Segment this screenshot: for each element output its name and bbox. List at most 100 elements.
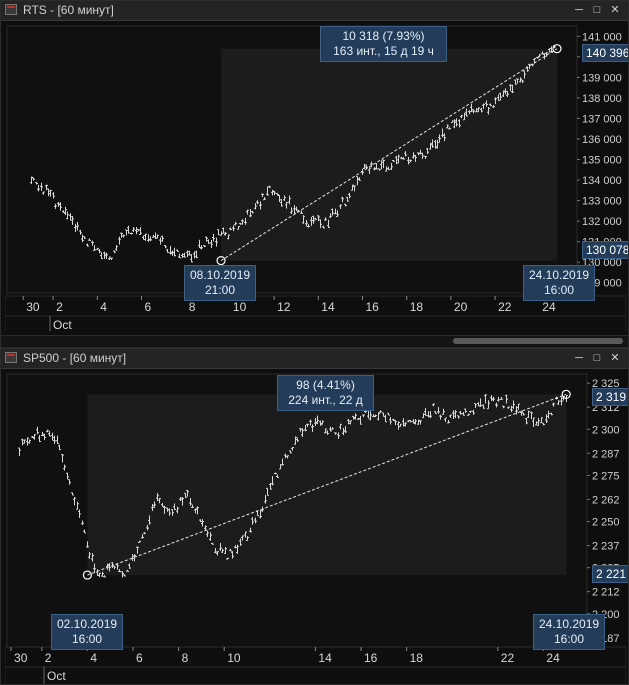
ohlc-bar <box>305 220 308 227</box>
measure-end-point <box>552 44 562 54</box>
ohlc-bar <box>482 103 485 109</box>
ohlc-bar <box>414 155 417 162</box>
x-tick-label: 6 <box>145 300 152 314</box>
ohlc-bar <box>254 203 257 210</box>
maximize-button[interactable]: □ <box>593 352 601 364</box>
ohlc-bar <box>434 139 437 149</box>
ohlc-bar <box>46 429 49 433</box>
ohlc-bar <box>384 414 387 423</box>
ohlc-bar <box>251 210 254 214</box>
ohlc-bar <box>362 414 365 418</box>
minimize-button[interactable]: ─ <box>575 4 583 16</box>
month-axis <box>5 666 626 684</box>
horizontal-scrollbar[interactable] <box>1 335 628 346</box>
ohlc-bar <box>545 414 548 423</box>
ohlc-bar <box>64 206 67 216</box>
ohlc-bar <box>404 422 407 427</box>
y-tick-label: 133 000 <box>582 196 622 208</box>
maximize-button[interactable]: □ <box>593 4 601 16</box>
ohlc-bar <box>407 156 410 165</box>
ohlc-bar <box>118 236 121 245</box>
start-date: 08.10.2019 <box>190 268 251 282</box>
price-high-label: 140 396 <box>582 44 628 62</box>
ohlc-bar <box>210 239 213 249</box>
ohlc-bar <box>311 424 314 432</box>
ohlc-bar <box>547 410 550 419</box>
ohlc-bar <box>351 184 354 191</box>
x-tick-label: 16 <box>366 300 380 314</box>
sp500-chart-window[interactable]: SP500 - [60 минут] ─ □ ✕ 2 325 2 312 2 300… <box>0 348 629 685</box>
ohlc-bar <box>23 439 26 444</box>
price-bars <box>18 394 568 578</box>
ohlc-bar <box>310 216 313 226</box>
ohlc-bar <box>358 177 361 181</box>
title-bar[interactable]: RTS - [60 минут] ─ □ ✕ <box>1 1 628 21</box>
ohlc-bar <box>374 414 377 418</box>
ohlc-bar <box>246 209 249 215</box>
y-tick-label: 2 300 <box>592 424 620 436</box>
ohlc-bar <box>135 227 138 235</box>
y-tick-label: 2 287 <box>592 448 620 460</box>
ohlc-bar <box>300 210 303 214</box>
ohlc-bar <box>93 245 96 251</box>
rts-chart-window[interactable]: RTS - [60 минут] ─ □ ✕ 141 000140 000139… <box>0 0 629 348</box>
measure-end-point <box>561 389 571 399</box>
month-label: Oct <box>47 669 66 683</box>
ohlc-bar <box>454 410 457 419</box>
ohlc-bar <box>494 97 497 105</box>
ohlc-bar <box>560 396 563 406</box>
ohlc-bar <box>502 405 505 409</box>
close-button[interactable]: ✕ <box>610 352 620 364</box>
ohlc-bar <box>254 517 257 524</box>
ohlc-bar <box>346 196 349 202</box>
x-tick-label: 12 <box>277 300 291 314</box>
ohlc-bar <box>271 189 274 196</box>
ohlc-bar <box>244 217 247 225</box>
ohlc-bar <box>40 182 43 191</box>
scrollbar-thumb[interactable] <box>453 338 623 344</box>
ohlc-bar <box>394 420 397 426</box>
ohlc-bar <box>86 243 89 247</box>
ohlc-bar <box>540 417 543 424</box>
chart-window-icon <box>5 4 17 15</box>
start-date-label: 02.10.2019 16:00 <box>51 614 123 650</box>
ohlc-bar <box>459 410 462 415</box>
ohlc-bar <box>309 419 312 426</box>
ohlc-bar <box>163 505 166 514</box>
ohlc-bar <box>62 210 65 213</box>
ohlc-bar <box>512 400 515 409</box>
ohlc-bar <box>437 406 440 414</box>
ohlc-bar <box>269 483 272 490</box>
ohlc-bar <box>222 227 225 234</box>
x-tick-label: 8 <box>182 651 189 665</box>
ohlc-bar <box>319 420 322 426</box>
ohlc-bar <box>316 415 319 425</box>
measure-start-point <box>82 570 93 580</box>
close-button[interactable]: ✕ <box>610 4 620 16</box>
ohlc-bar <box>207 239 210 244</box>
ohlc-bar <box>190 253 193 263</box>
ohlc-bar <box>136 546 139 554</box>
ohlc-bar <box>127 225 130 234</box>
ohlc-bar <box>181 253 184 259</box>
ohlc-bar <box>354 413 357 420</box>
ohlc-bar <box>191 504 194 509</box>
ohlc-bar <box>31 435 34 438</box>
end-time: 16:00 <box>553 632 585 646</box>
title-bar[interactable]: SP500 - [60 минут] ─ □ ✕ <box>1 349 628 369</box>
ohlc-bar <box>344 425 347 433</box>
ohlc-bar <box>171 509 174 516</box>
ohlc-bar <box>79 229 82 235</box>
ohlc-bar <box>329 213 332 218</box>
ohlc-bar <box>348 192 351 199</box>
ohlc-bar <box>334 432 337 435</box>
ohlc-bar <box>236 544 239 554</box>
ohlc-bar <box>378 168 381 171</box>
minimize-button[interactable]: ─ <box>575 352 583 364</box>
ohlc-bar <box>196 506 199 515</box>
ohlc-bar <box>30 176 33 185</box>
ohlc-bar <box>276 474 279 479</box>
ohlc-bar <box>458 119 461 128</box>
